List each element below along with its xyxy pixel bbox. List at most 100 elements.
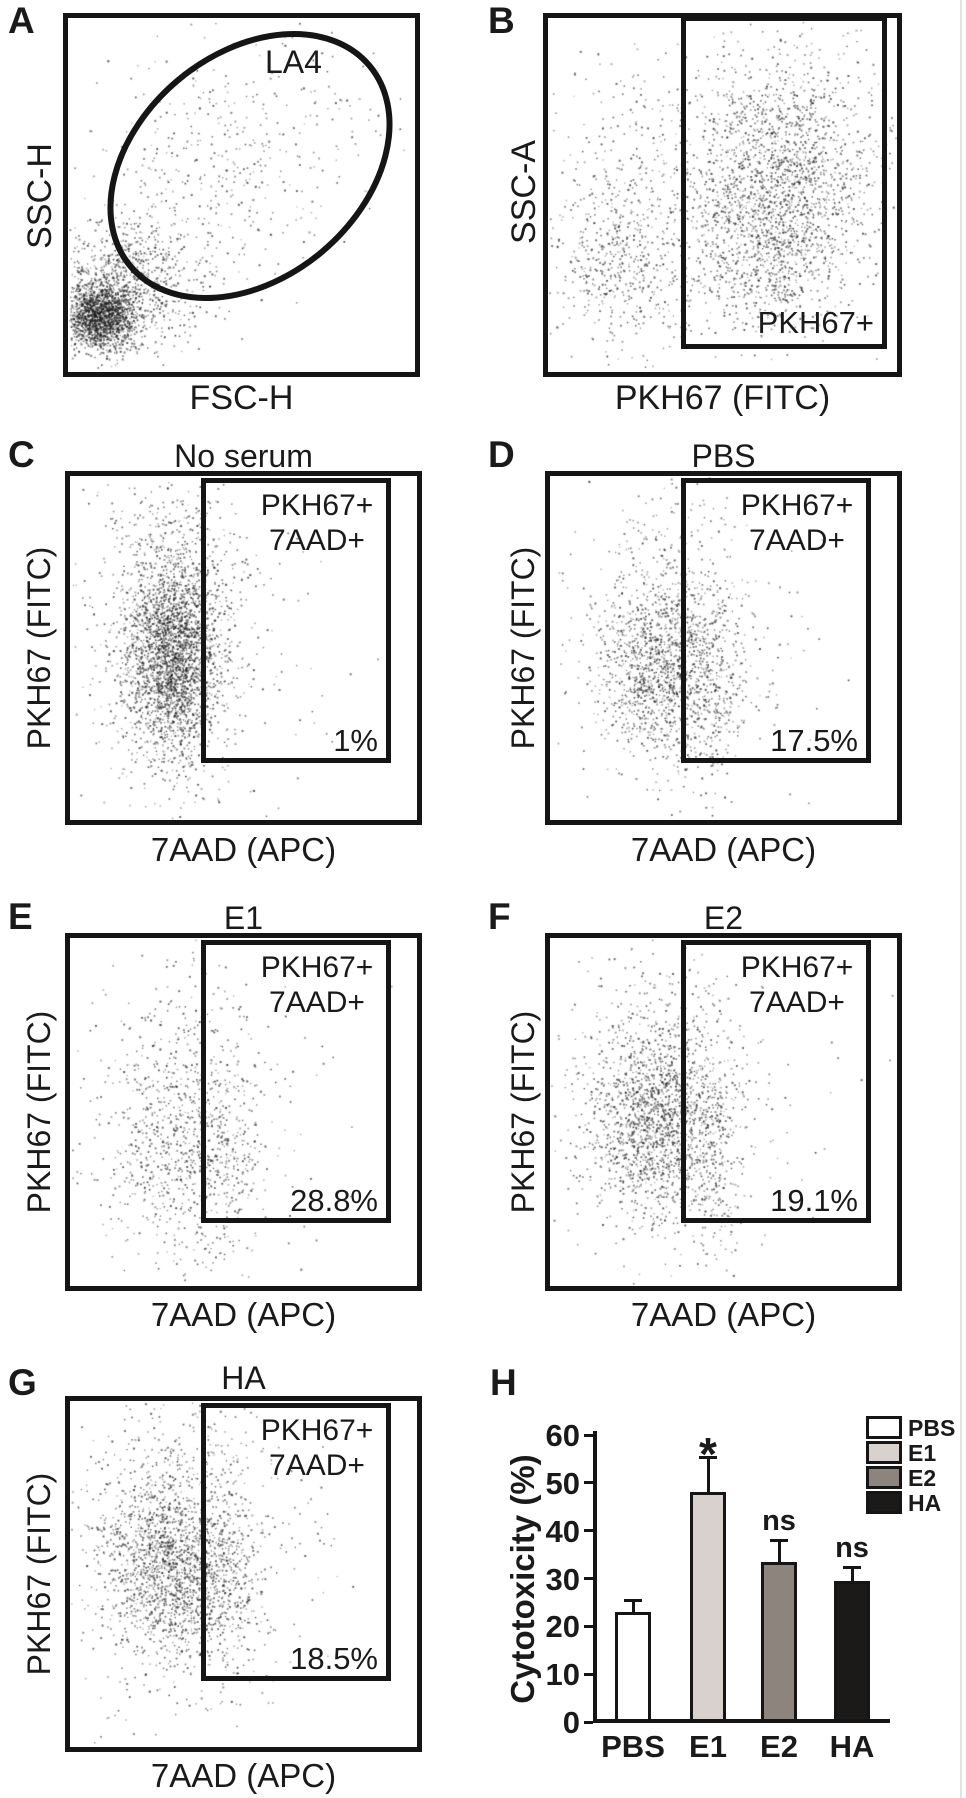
- y-tick-label: 40: [545, 1513, 580, 1549]
- panel-d-y-axis-label: PKH67 (FITC): [505, 546, 541, 750]
- panel-f-gate-percent: 19.1%: [770, 1183, 858, 1218]
- bar-e2: [761, 1561, 797, 1722]
- panel-b-scatter-dots: [548, 18, 897, 372]
- panel-f-gate-rect: PKH67+ 7AAD+ 19.1%: [681, 940, 871, 1223]
- legend-label-ha: HA: [908, 1490, 942, 1516]
- panel-h-y-axis-line: [593, 1431, 597, 1722]
- panel-b-plot: PKH67+: [543, 13, 902, 377]
- y-tick-label: 30: [545, 1561, 580, 1597]
- panel-g-y-axis-label: PKH67 (FITC): [21, 1472, 57, 1676]
- y-tick-mark: [584, 1624, 593, 1628]
- panel-h-x-axis-line: [593, 1719, 890, 1723]
- panel-f-title: E2: [703, 900, 744, 936]
- panel-e-gate-label: PKH67+ 7AAD+: [260, 951, 374, 1019]
- panel-f-scatter-dots: [550, 938, 897, 1286]
- panel-c-gate-percent: 1%: [333, 723, 378, 758]
- panel-e-gate-percent: 28.8%: [290, 1183, 378, 1218]
- significance-ns: ns: [762, 1505, 796, 1538]
- panel-a-plot: LA4: [63, 13, 420, 377]
- panel-c-letter: C: [8, 434, 35, 475]
- panel-f-gate-label: PKH67+ 7AAD+: [740, 951, 854, 1019]
- legend-label-e1: E1: [908, 1440, 937, 1466]
- y-tick-label: 20: [545, 1609, 580, 1645]
- panel-f-x-axis-label: 7AAD (APC): [630, 1296, 817, 1333]
- legend-swatch-pbs: [866, 1416, 902, 1439]
- y-tick-mark: [584, 1720, 593, 1724]
- x-category-label: E1: [689, 1729, 727, 1764]
- panel-c-x-axis-label: 7AAD (APC): [150, 831, 337, 868]
- error-bar-cap: [624, 1599, 642, 1603]
- panel-d-letter: D: [488, 434, 515, 475]
- legend-swatch-e1: [866, 1441, 902, 1464]
- panel-d-x-axis-label: 7AAD (APC): [630, 831, 817, 868]
- y-tick-mark: [584, 1577, 593, 1580]
- panel-d-gate-label: PKH67+ 7AAD+: [740, 489, 854, 557]
- significance-star: *: [699, 1427, 717, 1480]
- panel-c-gate-label: PKH67+ 7AAD+: [260, 489, 374, 557]
- panel-a-scatter-dots: [68, 18, 415, 372]
- legend-swatch-ha: [866, 1491, 902, 1514]
- error-bar-line: [777, 1540, 781, 1568]
- panel-e-plot: PKH67+ 7AAD+ 28.8%: [65, 933, 422, 1291]
- panel-c-gate-rect: PKH67+ 7AAD+ 1%: [201, 478, 391, 763]
- panel-c-plot: PKH67+ 7AAD+ 1%: [65, 471, 422, 825]
- error-bar-line: [706, 1456, 710, 1499]
- panel-h-letter: H: [490, 1362, 517, 1403]
- panel-d-title: PBS: [691, 438, 756, 474]
- error-bar-cap: [843, 1565, 861, 1569]
- panel-b-gate-rect: PKH67+: [681, 16, 887, 349]
- error-bar-cap: [770, 1539, 788, 1543]
- y-tick-label: 60: [545, 1418, 580, 1453]
- legend-label-e2: E2: [908, 1465, 937, 1491]
- panel-e-x-axis-label: 7AAD (APC): [150, 1296, 337, 1333]
- panel-a-gate-label: LA4: [265, 44, 322, 80]
- panel-e-y-axis-label: PKH67 (FITC): [21, 1010, 57, 1214]
- error-bar-line: [850, 1566, 854, 1587]
- panel-b-letter: B: [488, 0, 515, 41]
- page-edge-line: [960, 0, 962, 1798]
- x-category-label: PBS: [601, 1729, 665, 1764]
- panel-g-gate-rect: PKH67+ 7AAD+ 18.5%: [201, 1403, 391, 1681]
- panel-g-title: HA: [221, 1360, 266, 1396]
- y-tick-mark: [584, 1672, 593, 1676]
- x-category-label: E2: [760, 1729, 798, 1764]
- y-tick-label: 0: [562, 1705, 580, 1740]
- legend-label-pbs: PBS: [908, 1415, 956, 1441]
- panel-g-scatter-dots: [70, 1401, 417, 1747]
- y-tick-mark: [584, 1529, 593, 1533]
- panel-b-gate-label: PKH67+: [757, 305, 874, 340]
- bar-ha: [834, 1580, 870, 1722]
- panel-f-y-axis-label: PKH67 (FITC): [505, 1010, 541, 1214]
- panel-e-title: E1: [223, 900, 264, 936]
- significance-ns: ns: [835, 1531, 869, 1564]
- panel-g-gate-label: PKH67+ 7AAD+: [260, 1414, 374, 1482]
- panel-b-y-axis-label: SSC-A: [505, 140, 543, 244]
- y-tick-label: 10: [545, 1657, 580, 1693]
- error-bar-cap: [699, 1455, 717, 1459]
- panel-f-plot: PKH67+ 7AAD+ 19.1%: [545, 933, 902, 1291]
- bar-e1: [690, 1492, 726, 1722]
- panel-a-x-axis-label: FSC-H: [189, 379, 294, 417]
- panel-b-x-axis-label: PKH67 (FITC): [614, 379, 831, 417]
- y-tick-mark: [584, 1481, 593, 1485]
- legend-swatch-e2: [866, 1466, 902, 1489]
- panel-a-letter: A: [8, 0, 35, 41]
- error-bar-line: [631, 1600, 635, 1618]
- bar-pbs: [615, 1611, 651, 1722]
- panel-d-gate-percent: 17.5%: [770, 723, 858, 758]
- panel-f-letter: F: [488, 896, 511, 937]
- panel-e-gate-rect: PKH67+ 7AAD+ 28.8%: [201, 940, 391, 1223]
- panel-c-title: No serum: [174, 438, 313, 474]
- panel-g-x-axis-label: 7AAD (APC): [150, 1757, 337, 1794]
- panel-c-y-axis-label: PKH67 (FITC): [21, 546, 57, 750]
- panel-a-gate-ellipse: [107, 31, 393, 301]
- panel-d-gate-rect: PKH67+ 7AAD+ 17.5%: [681, 478, 871, 763]
- panel-g-gate-percent: 18.5%: [290, 1641, 378, 1676]
- panel-g-plot: PKH67+ 7AAD+ 18.5%: [65, 1396, 422, 1752]
- panel-d-plot: PKH67+ 7AAD+ 17.5%: [545, 471, 902, 825]
- panel-g-letter: G: [8, 1362, 37, 1403]
- panel-a-y-axis-label: SSC-H: [21, 143, 59, 249]
- panel-e-scatter-dots: [70, 938, 417, 1286]
- x-category-label: HA: [829, 1729, 875, 1764]
